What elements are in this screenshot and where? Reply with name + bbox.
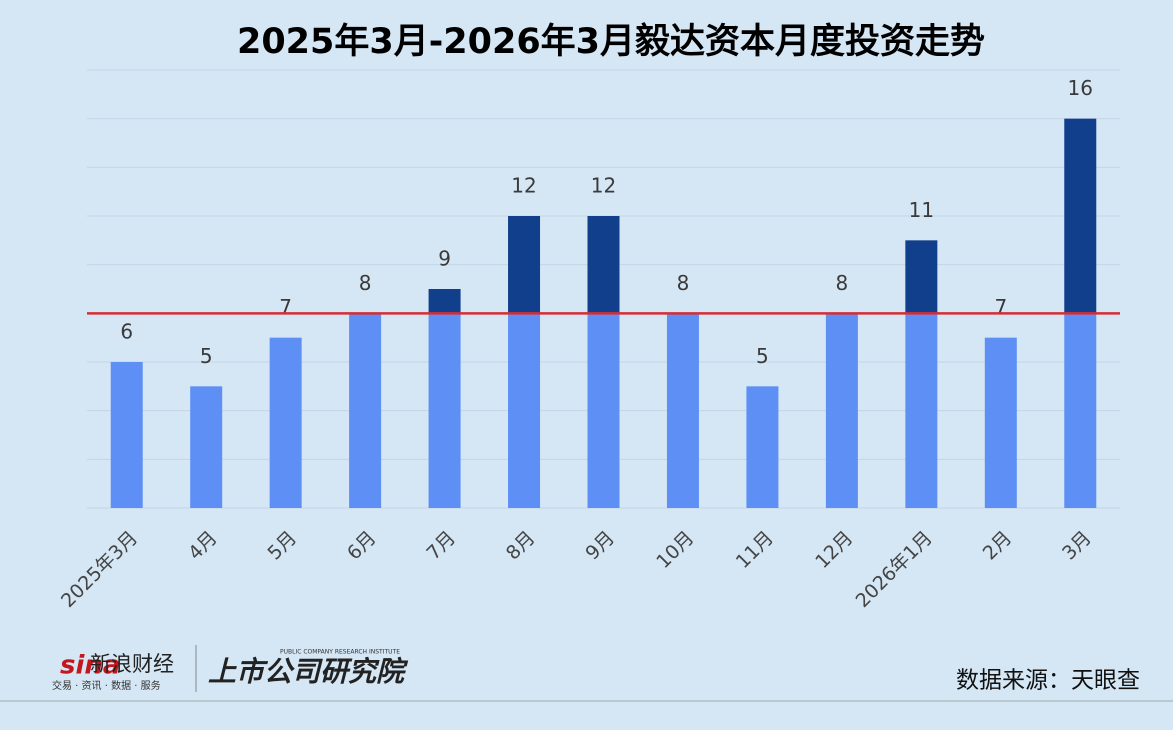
- value-label: 7: [279, 295, 292, 319]
- value-label: 7: [994, 295, 1007, 319]
- bar-above-line: [1064, 118, 1097, 314]
- bar: [984, 337, 1017, 508]
- bar: [746, 386, 779, 508]
- logo: sina: [60, 651, 120, 681]
- bar-above-line: [508, 216, 541, 314]
- bar: [905, 313, 938, 508]
- value-label: 12: [511, 174, 536, 198]
- bar: [110, 362, 143, 508]
- bar: [349, 313, 382, 508]
- value-label: 9: [438, 247, 451, 271]
- brand-sub: 交易 · 资讯 · 数据 · 服务: [52, 679, 161, 692]
- bar: [666, 313, 699, 508]
- value-label: 6: [120, 320, 133, 344]
- value-label: 16: [1068, 76, 1093, 100]
- brand: 新浪财经: [90, 652, 174, 676]
- institute: 上市公司研究院: [208, 655, 409, 688]
- bar: [587, 313, 620, 508]
- bar-above-line: [587, 216, 620, 314]
- bar-above-line: [905, 240, 938, 314]
- value-label: 8: [677, 271, 690, 295]
- value-label: 5: [200, 344, 213, 368]
- bar: [428, 313, 461, 508]
- bar: [508, 313, 541, 508]
- institute-en: PUBLIC COMPANY RESEARCH INSTITUTE: [280, 649, 400, 656]
- value-label: 8: [359, 271, 372, 295]
- bar: [1064, 313, 1097, 508]
- source: 数据来源：天眼查: [956, 668, 1140, 694]
- chart-title: 2025年3月-2026年3月毅达资本月度投资走势: [237, 21, 985, 62]
- bar-above-line: [428, 289, 461, 314]
- value-label: 12: [591, 174, 616, 198]
- value-label: 8: [836, 271, 849, 295]
- bar: [190, 386, 223, 508]
- bar: [269, 337, 302, 508]
- value-label: 5: [756, 344, 769, 368]
- value-label: 11: [909, 198, 934, 222]
- bar: [825, 313, 858, 508]
